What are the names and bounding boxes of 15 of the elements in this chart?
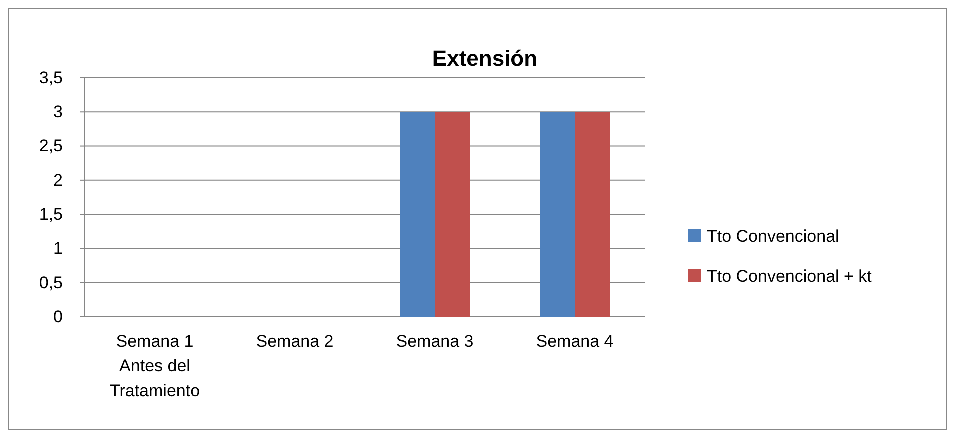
x-tick-label: Semana 2 [256, 332, 334, 351]
y-tick-label: 1,5 [39, 205, 63, 224]
x-tick-label: Semana 4 [536, 332, 614, 351]
y-tick-label: 2,5 [39, 136, 63, 156]
y-tick-label: 3 [54, 102, 63, 122]
y-tick-label: 2 [54, 170, 63, 190]
y-tick-label: 1 [54, 239, 63, 258]
legend-label: Tto Convencional + kt [707, 267, 872, 286]
x-tick-label: Semana 1 Antes del Tratamiento [110, 332, 200, 400]
y-tick-label: 3,5 [39, 68, 63, 88]
legend-label: Tto Convencional [707, 227, 840, 246]
y-tick-label: 0,5 [39, 273, 63, 292]
y-tick-label: 0 [54, 307, 63, 326]
chart-title: Extensión [432, 46, 538, 71]
x-tick-label: Semana 3 [396, 332, 474, 351]
